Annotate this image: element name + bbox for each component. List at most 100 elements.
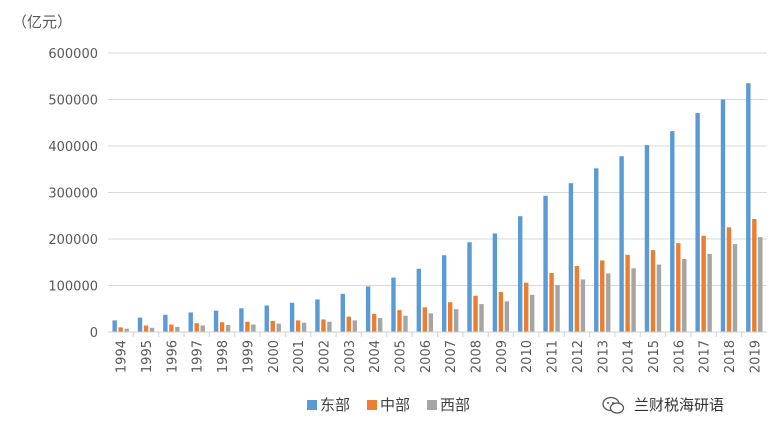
x-tick-label: 2019	[748, 340, 763, 373]
y-axis-ticks: 0 100000 200000 300000 400000 500000 600000	[48, 47, 98, 341]
bar-2-1995	[149, 327, 155, 332]
bar-2-2011	[555, 285, 560, 332]
bars	[112, 83, 763, 332]
legend-swatch-0	[307, 400, 317, 410]
bar-2-2009	[504, 301, 510, 332]
bar-1-1996	[169, 324, 174, 332]
x-tick-label: 1996	[165, 340, 180, 373]
bar-0-2007	[441, 255, 447, 332]
bar-1-1994	[118, 327, 123, 332]
bar-1-2002	[321, 319, 326, 332]
x-tick-label: 1997	[191, 340, 206, 373]
x-tick-label: 2009	[495, 340, 510, 373]
x-tick-label: 2000	[267, 340, 282, 373]
bar-1-2004	[371, 313, 377, 332]
x-axis-ticks: 1994 1995 1996 1997 1998 1999 2000 2001 2002 2003…	[115, 332, 763, 373]
x-tick-label: 2006	[419, 340, 434, 373]
bar-0-1994	[112, 320, 117, 332]
y-tick-label: 600000	[48, 47, 98, 62]
x-tick-label: 2017	[698, 340, 713, 373]
x-tick-label: 2013	[596, 340, 611, 373]
x-tick-label: 2010	[520, 340, 535, 373]
bar-2-2006	[428, 313, 434, 332]
bar-0-2008	[467, 242, 472, 332]
bar-2-1994	[124, 328, 129, 332]
bar-0-2013	[594, 168, 599, 332]
bar-1-1998	[219, 322, 225, 332]
x-tick-label: 2005	[393, 340, 408, 373]
bar-0-1996	[163, 314, 168, 332]
bar-1-2015	[650, 250, 656, 332]
x-tick-label: 2016	[672, 340, 687, 373]
bar-2-2017	[707, 253, 712, 332]
bar-2-2001	[301, 322, 307, 332]
x-tick-label: 1994	[115, 340, 130, 373]
y-tick-label: 500000	[48, 94, 98, 109]
y-tick-label: 100000	[48, 280, 98, 295]
bar-1-2016	[676, 243, 681, 332]
bar-1-1997	[194, 323, 199, 332]
bar-1-2010	[524, 282, 529, 332]
watermark: 兰财税海研语	[602, 396, 724, 414]
bar-1-2012	[574, 265, 580, 332]
bar-0-2005	[391, 277, 396, 332]
bar-0-2006	[416, 268, 422, 332]
bar-0-2016	[670, 131, 675, 332]
bar-2-2013	[606, 273, 611, 332]
bar-1-2014	[625, 254, 630, 332]
x-tick-label: 2015	[647, 340, 662, 373]
bar-1-2017	[701, 235, 706, 332]
bar-2-2018	[732, 244, 738, 332]
bar-2-2015	[656, 264, 662, 332]
bar-1-2019	[752, 219, 757, 332]
legend: 东部 中部 西部	[307, 396, 470, 414]
bar-0-1999	[239, 308, 244, 332]
bar-2-1997	[200, 325, 205, 332]
x-tick-label: 1999	[241, 340, 256, 373]
bar-1-2011	[549, 272, 554, 332]
y-tick-label: 400000	[48, 140, 98, 155]
x-tick-label: 2008	[470, 340, 485, 373]
bar-1-2006	[422, 307, 428, 332]
bar-2-1999	[251, 324, 256, 332]
bar-1-2018	[726, 227, 732, 332]
legend-label-0: 东部	[320, 396, 350, 414]
bar-0-2015	[644, 145, 650, 332]
bar-1-2000	[270, 320, 275, 332]
bar-2-2014	[631, 268, 636, 332]
bar-0-2002	[315, 299, 320, 332]
x-tick-label: 2001	[292, 340, 307, 373]
bar-1-2005	[397, 310, 402, 332]
bar-0-2009	[492, 233, 498, 332]
bar-1-2009	[498, 292, 504, 332]
bar-1-1999	[245, 321, 250, 332]
bar-1-2003	[346, 316, 351, 332]
y-tick-label: 200000	[48, 233, 98, 248]
bar-1-1995	[143, 325, 149, 332]
bar-0-1997	[188, 312, 193, 332]
legend-label-1: 中部	[380, 396, 410, 414]
x-tick-label: 1998	[216, 340, 231, 373]
bar-0-2010	[518, 216, 523, 332]
grid-lines	[108, 52, 767, 286]
bar-0-2000	[264, 305, 269, 332]
bar-1-2013	[600, 260, 605, 332]
bar-2-2007	[453, 309, 459, 332]
bar-0-2001	[289, 302, 295, 332]
bar-2-2002	[327, 321, 332, 332]
bar-0-2018	[720, 99, 726, 332]
bar-0-2019	[746, 83, 751, 332]
bar-0-1998	[213, 310, 219, 332]
bar-2-2019	[758, 237, 763, 332]
bar-1-2008	[473, 295, 478, 332]
bar-2-2016	[682, 258, 687, 332]
bar-0-2003	[340, 293, 345, 332]
bar-0-1995	[137, 317, 143, 332]
wechat-icon	[602, 396, 625, 414]
x-tick-label: 2011	[546, 340, 561, 373]
bar-2-2003	[352, 320, 357, 332]
x-tick-label: 2002	[317, 340, 332, 373]
x-tick-label: 2007	[444, 340, 459, 373]
bar-0-2011	[543, 195, 548, 332]
